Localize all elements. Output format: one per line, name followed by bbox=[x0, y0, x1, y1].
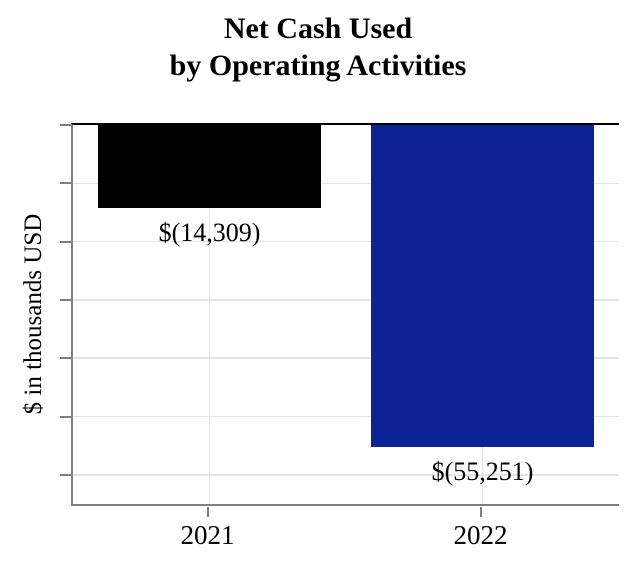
y-tick bbox=[60, 240, 71, 243]
chart-title: Net Cash Used by Operating Activities bbox=[0, 10, 636, 84]
x-tick-2022 bbox=[479, 506, 482, 517]
bar-2021 bbox=[98, 125, 321, 209]
x-gridline bbox=[208, 125, 211, 504]
y-tick bbox=[60, 473, 71, 476]
y-tick bbox=[60, 124, 71, 126]
bar-value-label-2021: $(14,309) bbox=[158, 218, 261, 248]
y-tick bbox=[60, 357, 71, 360]
chart-title-line1: Net Cash Used bbox=[223, 12, 413, 45]
x-axis: 2021 2022 bbox=[71, 506, 617, 557]
y-gridline bbox=[73, 299, 619, 301]
y-gridline bbox=[73, 182, 619, 185]
x-tick-label-2021: 2021 bbox=[180, 519, 235, 550]
y-gridline bbox=[73, 240, 619, 243]
y-tick bbox=[60, 298, 71, 301]
bar-2022 bbox=[371, 125, 594, 448]
x-tick-label-2022: 2022 bbox=[453, 519, 508, 550]
chart-title-line2: by Operating Activities bbox=[169, 49, 467, 82]
y-gridline bbox=[73, 415, 619, 418]
y-gridline bbox=[73, 357, 619, 359]
y-gridline bbox=[73, 474, 619, 476]
y-axis-title: $ in thousands USD bbox=[20, 213, 47, 415]
plot-area: $(14,309) $(55,251) bbox=[60, 123, 619, 506]
x-tick-2021 bbox=[206, 506, 209, 517]
bar-value-label-2022: $(55,251) bbox=[431, 457, 534, 487]
y-tick bbox=[60, 415, 71, 418]
y-tick bbox=[60, 182, 71, 185]
